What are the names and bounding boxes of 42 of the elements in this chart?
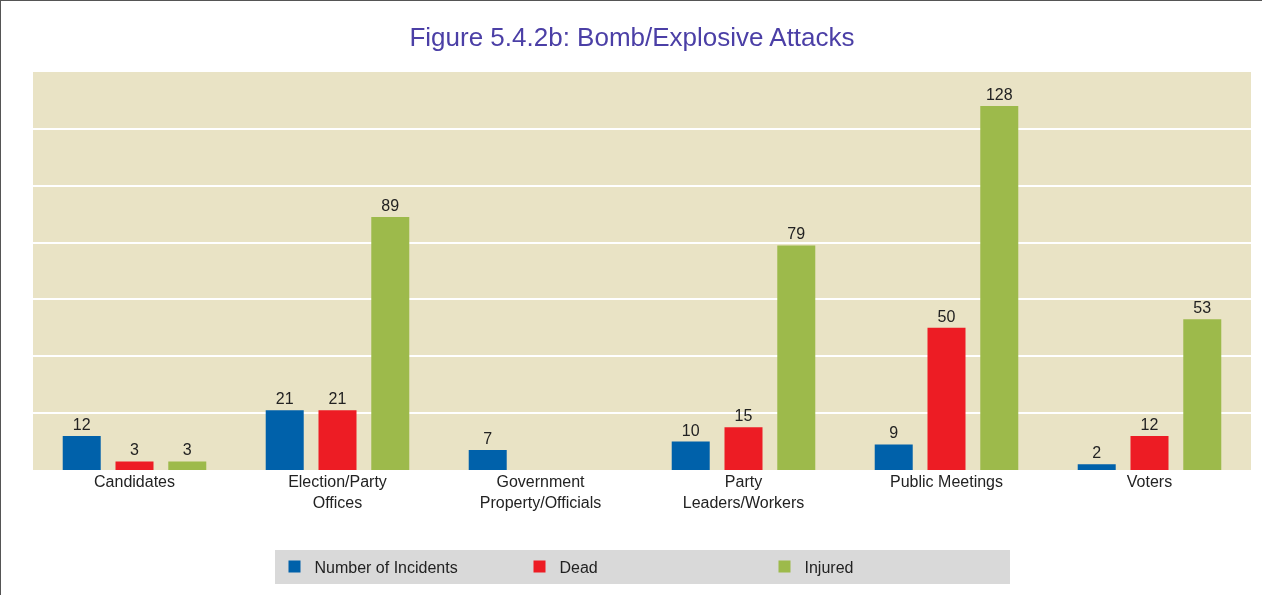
data-label: 89 (381, 196, 400, 214)
x-tick-label: Party Leaders/Workers (682, 473, 805, 511)
bar (777, 245, 816, 470)
data-label: 12 (1140, 415, 1159, 433)
bar (318, 410, 357, 470)
bar (980, 106, 1019, 470)
legend-label: Number of Incidents (314, 558, 458, 576)
data-label: 2 (1092, 444, 1102, 462)
chart-title: Figure 5.4.2b: Bomb/Explosive Attacks (409, 21, 855, 52)
data-label: 128 (985, 86, 1013, 104)
bar (265, 410, 304, 470)
data-label: 9 (889, 424, 899, 442)
bar (1077, 464, 1116, 470)
bar (927, 327, 966, 470)
x-tick-label: Election/Party Offices (288, 473, 387, 511)
data-label: 21 (275, 390, 294, 408)
data-label: 7 (483, 430, 493, 448)
bar (671, 441, 710, 470)
bar (1183, 319, 1222, 470)
data-label: 50 (937, 307, 956, 325)
x-tick-label: Candidates (94, 473, 175, 490)
data-label: 53 (1193, 299, 1212, 317)
data-label: 3 (182, 441, 192, 459)
x-tick-label: Government Property/Officials (479, 473, 602, 511)
bar (874, 444, 913, 470)
bar (1130, 435, 1169, 470)
bar (468, 450, 507, 470)
bar (115, 461, 154, 470)
bar (724, 427, 763, 470)
legend-label: Injured (804, 558, 854, 576)
legend-label: Dead (559, 558, 598, 576)
bar (62, 435, 101, 470)
data-label: 15 (734, 407, 753, 425)
bar (371, 216, 410, 470)
bar (168, 461, 207, 470)
data-label: 3 (130, 441, 139, 459)
data-label: 79 (787, 225, 806, 243)
data-label: 10 (681, 421, 700, 439)
data-label: 12 (72, 415, 91, 433)
data-label: 21 (328, 390, 347, 408)
x-tick-label: Public Meetings (890, 473, 1003, 490)
x-tick-label: Voters (1126, 473, 1173, 490)
